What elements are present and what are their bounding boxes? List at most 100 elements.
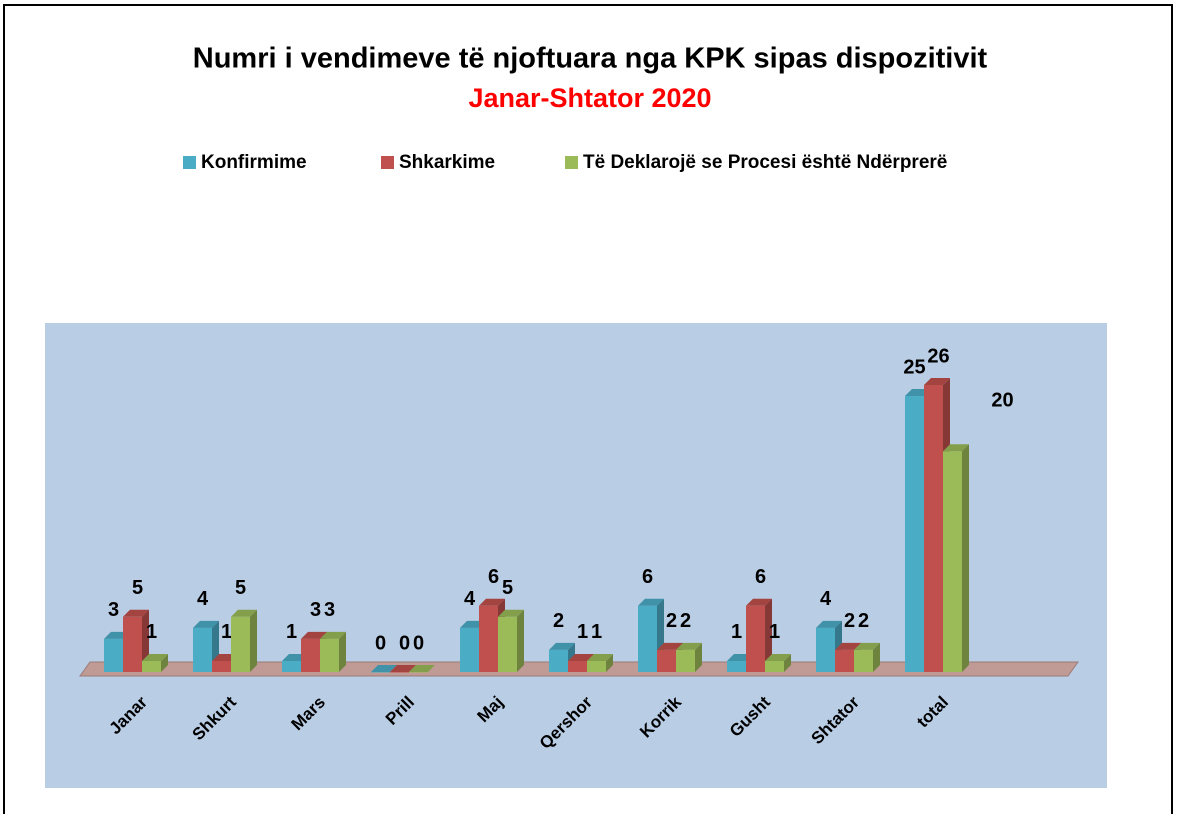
bar — [231, 609, 257, 672]
bar — [587, 653, 613, 672]
bar-front — [282, 660, 301, 672]
bar-top — [301, 631, 327, 639]
bar-side — [695, 642, 702, 672]
bar-side — [962, 444, 969, 672]
legend-swatch — [565, 156, 578, 169]
data-label: 1 — [769, 621, 780, 643]
legend-label: Shkarkime — [399, 152, 495, 173]
bar-top — [816, 620, 842, 628]
bar-front — [727, 660, 746, 672]
data-label: 4 — [197, 588, 209, 610]
data-label: 4 — [820, 588, 832, 610]
bar-front — [479, 605, 498, 672]
data-label: 3 — [108, 599, 119, 621]
bar-top — [924, 378, 950, 385]
bar — [371, 665, 397, 673]
bar-front — [390, 672, 409, 673]
data-label: 2 — [858, 610, 869, 632]
bar-side — [250, 609, 257, 672]
data-label: 1 — [591, 621, 602, 643]
bar-front — [835, 649, 854, 672]
data-label: 2 — [553, 610, 564, 632]
bar-front — [320, 638, 339, 672]
data-label: 1 — [146, 621, 157, 643]
bar-front — [104, 638, 123, 672]
bar-top — [746, 598, 772, 606]
bar-top — [479, 598, 505, 606]
data-label: 4 — [464, 588, 476, 610]
bar-front — [657, 649, 676, 672]
bar-front — [676, 649, 695, 672]
legend-label: Konfirmime — [201, 152, 307, 173]
data-label: 1 — [221, 621, 232, 643]
data-label: 3 — [310, 599, 321, 621]
bar-front — [123, 616, 142, 672]
bar — [320, 631, 346, 672]
bar-front — [549, 649, 568, 672]
bar-front — [943, 451, 962, 672]
bar-front — [587, 660, 606, 672]
bar-top — [231, 609, 257, 617]
bar — [142, 653, 168, 672]
bar-side — [161, 653, 168, 672]
bar-front — [142, 660, 161, 672]
data-label: 0 — [399, 632, 410, 654]
bar-front — [193, 627, 212, 672]
bar — [765, 653, 791, 672]
bar-front — [854, 649, 873, 672]
bar-top — [765, 653, 791, 661]
data-label: 26 — [927, 345, 949, 367]
data-label: 5 — [502, 577, 513, 599]
bar — [498, 609, 524, 672]
bar-top — [193, 620, 219, 628]
bar-front — [746, 605, 765, 672]
legend-label: Të Deklarojë se Procesi është Ndërprerë — [583, 152, 947, 173]
bar-front — [924, 385, 943, 672]
bar-front — [905, 396, 924, 672]
bar-side — [765, 598, 772, 672]
bar-front — [212, 660, 231, 672]
bar-top — [123, 609, 149, 617]
bar-front — [460, 627, 479, 672]
bar-top — [943, 444, 969, 452]
frame — [3, 4, 1173, 814]
data-label: 5 — [132, 577, 143, 599]
bar-side — [517, 609, 524, 672]
bar — [746, 598, 772, 672]
bar-front — [231, 616, 250, 672]
bar-side — [339, 631, 346, 672]
bar — [676, 642, 702, 672]
bar-top — [498, 609, 524, 617]
bar-top — [835, 642, 861, 650]
data-label: 0 — [375, 632, 386, 654]
bar-front — [765, 660, 784, 672]
bar-top — [320, 631, 346, 639]
data-label: 2 — [844, 610, 855, 632]
bar — [943, 444, 969, 672]
legend-swatch — [381, 156, 394, 169]
bar-top — [587, 653, 613, 661]
bar-top — [657, 642, 683, 650]
data-label: 5 — [235, 577, 246, 599]
chart-subtitle: Janar-Shtator 2020 — [468, 83, 711, 113]
data-label: 1 — [731, 621, 742, 643]
bar — [409, 665, 435, 673]
data-label: 0 — [413, 632, 424, 654]
data-label: 20 — [991, 390, 1013, 412]
bar-side — [784, 653, 791, 672]
bar — [854, 642, 880, 672]
bar-front — [816, 627, 835, 672]
bar-front — [498, 616, 517, 672]
data-label: 25 — [903, 356, 925, 378]
bar-top — [676, 642, 702, 650]
data-label: 2 — [666, 610, 677, 632]
chart-title: Numri i vendimeve të njoftuara nga KPK s… — [193, 43, 988, 75]
bar-front — [568, 660, 587, 672]
bar-side — [606, 653, 613, 672]
data-label: 6 — [755, 566, 766, 588]
data-label: 1 — [577, 621, 588, 643]
data-label: 1 — [286, 621, 297, 643]
bar-front — [301, 638, 320, 672]
